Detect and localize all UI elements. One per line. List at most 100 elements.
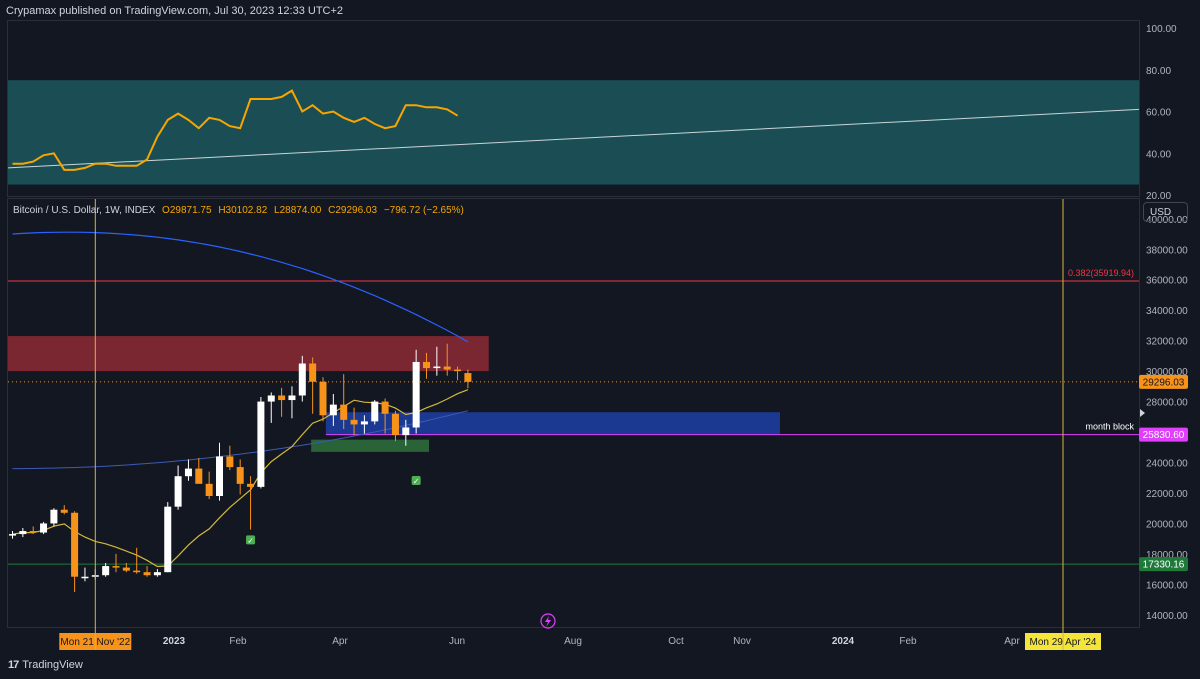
candle-body [454,369,462,372]
candle [278,387,286,417]
tradingview-logo-icon: 17 [8,659,19,671]
time-tick-label: Apr [1004,636,1020,647]
candle [329,393,337,426]
candle [298,355,306,402]
time-tick-label: Apr [332,636,348,647]
rsi-tick-label: 40.00 [1146,149,1171,160]
time-tick-label: Feb [899,636,917,647]
rsi-pane-border [7,20,1140,197]
candle [257,397,265,489]
candle [216,442,223,501]
candle-body [423,361,430,369]
markers: ✓✓ [94,199,1064,650]
month-block-label: month block [1085,422,1134,432]
candle [9,531,16,539]
candle-body [164,506,172,573]
candle-body [340,404,348,420]
price-tick-label: 36000.00 [1146,276,1188,287]
candle [184,459,192,481]
time-tick-label: 2023 [163,636,186,647]
candle [226,445,234,471]
currency-button[interactable]: USD [1143,202,1188,222]
candle [174,465,182,510]
candle [267,392,275,423]
candle [454,366,462,381]
candle [50,508,58,527]
time-tick-label: Aug [564,636,582,647]
price-tick-label: 38000.00 [1146,245,1188,256]
tradingview-logo: 17 TradingView [8,659,83,671]
scroll-right-icon [1140,409,1145,417]
candle-body [226,456,234,468]
supply-zone [8,336,489,372]
short-moving-average [12,389,469,568]
price-tick-label: 20000.00 [1146,519,1188,530]
lightning-icon-bolt [545,616,551,627]
candle-body [391,413,399,436]
candle-body [350,419,358,425]
candle [464,369,472,389]
candle [195,457,203,484]
candle [112,553,120,573]
candle-body [9,534,16,536]
candle-body [122,567,130,571]
rsi-tick-label: 20.00 [1146,191,1171,202]
candle-body [257,401,265,487]
candle-body [298,363,306,396]
price-tick-label: 16000.00 [1146,580,1188,591]
check-icon [411,476,421,486]
time-tick-label: Jun [449,636,465,647]
time-tick-label: Oct [668,636,684,647]
candle [309,357,317,414]
candle-body [19,531,27,535]
candle-body [464,373,472,382]
candle [19,527,27,538]
candle [443,343,451,376]
price-pane: 0.382(35919.94) month block [8,231,1139,592]
price-tick-label: 40000.00 [1146,215,1188,226]
candle [360,415,368,434]
price-tick-label: 14000.00 [1146,611,1188,622]
candle-body [133,570,141,573]
candle-body [205,483,213,497]
check-icon-glyph: ✓ [247,536,254,545]
candle-body [81,576,89,579]
candle [29,526,37,535]
candle [164,502,172,573]
candle [402,419,410,446]
candle-body [102,566,110,576]
current-price-badge-bg [1139,374,1188,389]
candle [433,346,441,376]
long-moving-average [12,231,469,343]
candle-body [236,467,244,484]
published-info: Crypamax published on TradingView.com, J… [6,5,344,17]
candle-body [247,483,255,487]
price-tick-label: 24000.00 [1146,459,1188,470]
legend-ohlc: Bitcoin / U.S. Dollar, 1W, INDEX O29871.… [13,205,468,216]
price-tick-label: 18000.00 [1146,550,1188,561]
candle-body [112,566,120,568]
candle-body [143,572,151,576]
candle [60,505,68,515]
candle-body [40,523,48,533]
candle-body [153,572,161,576]
candle-body [174,476,182,507]
candle-body [29,531,37,533]
candle-body [433,366,441,369]
candle-body [412,361,420,428]
candle-body [71,512,79,577]
support-price-badge: 17330.16 [1143,560,1185,571]
candle [102,563,110,577]
candle [340,374,348,429]
candle [423,352,430,379]
fib-label: 0.382(35919.94) [1068,268,1134,278]
candle [412,349,420,434]
candle [71,511,79,592]
price-tick-label: 30000.00 [1146,367,1188,378]
legend-low: L28874.00 [274,205,322,216]
candle-body [360,421,368,425]
time-tick-label: 2024 [832,636,855,647]
rsi-pane [7,80,1140,185]
